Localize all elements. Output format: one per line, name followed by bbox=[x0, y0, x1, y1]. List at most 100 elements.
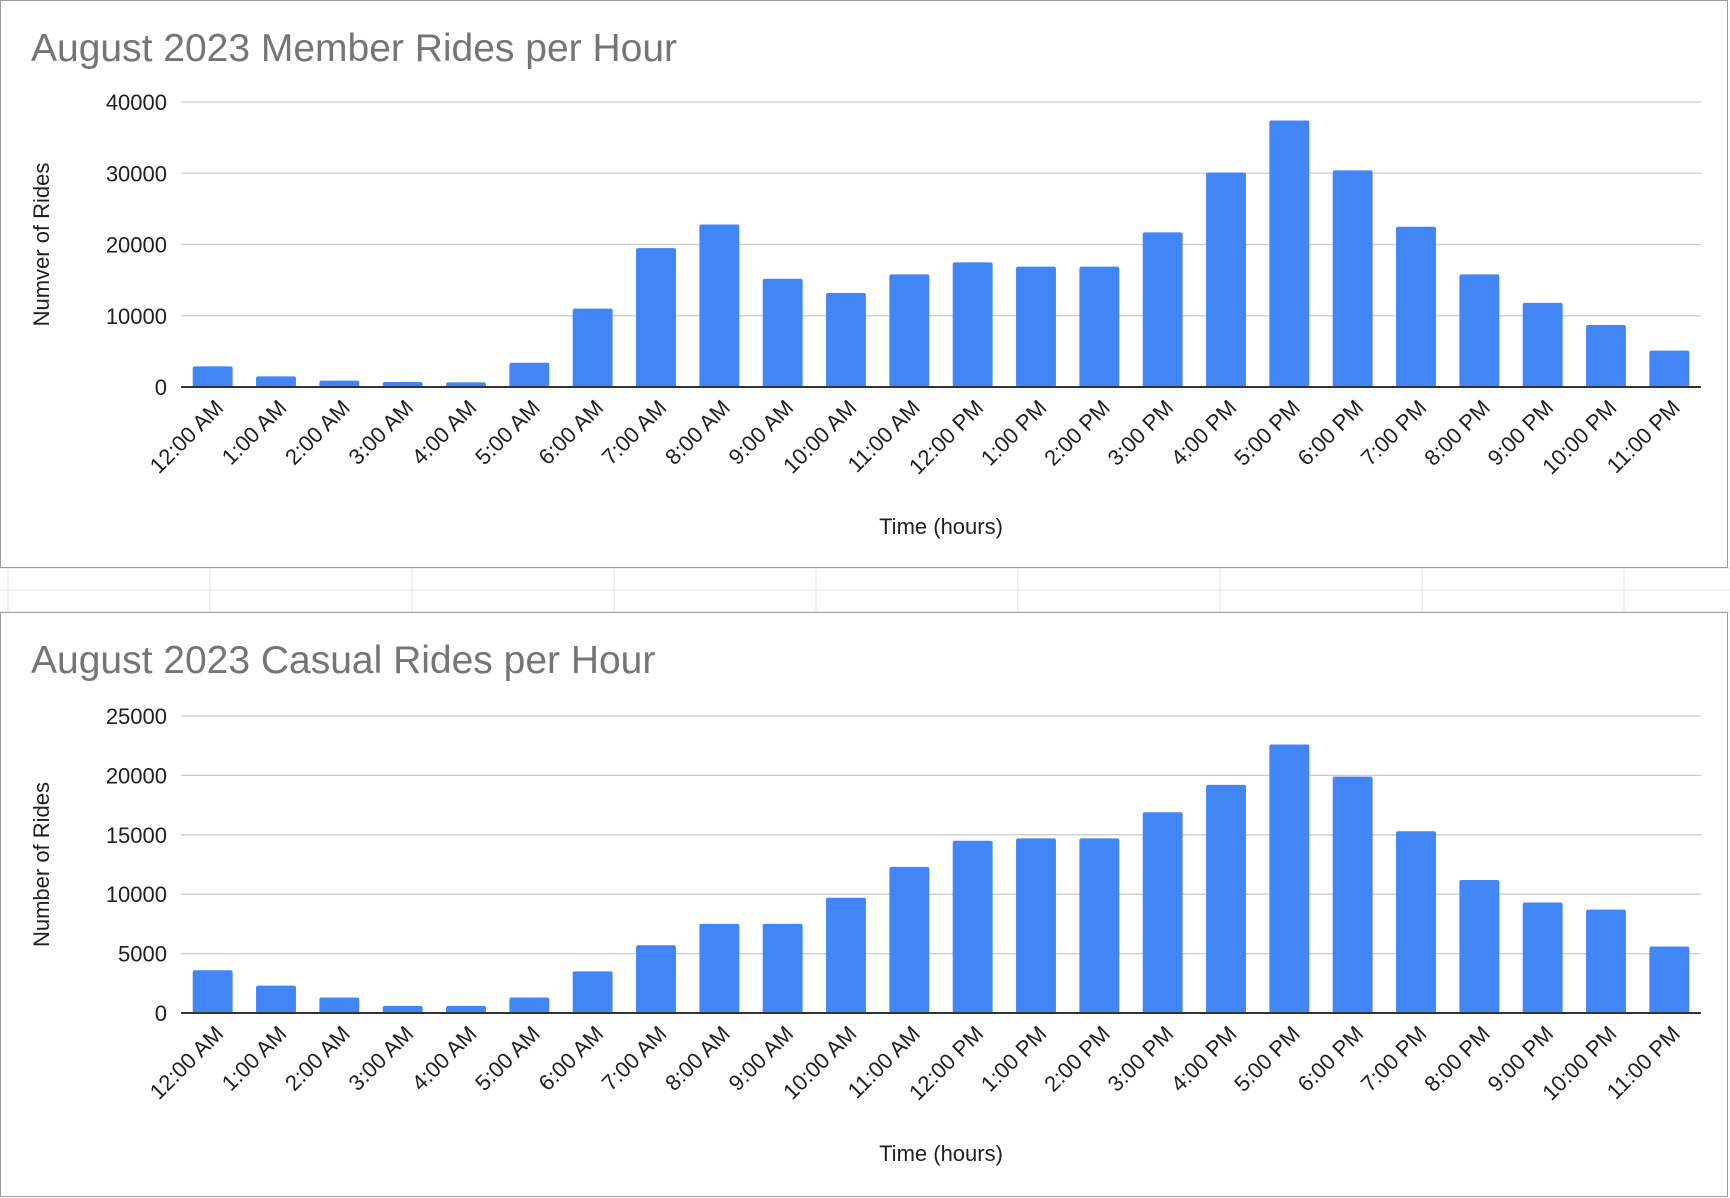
x-tick-label: 3:00 PM bbox=[1103, 1021, 1179, 1097]
bar[interactable] bbox=[1016, 266, 1056, 387]
bar[interactable] bbox=[1079, 838, 1120, 1013]
bar[interactable] bbox=[382, 382, 423, 387]
y-tick-label: 40000 bbox=[106, 90, 167, 115]
y-tick-label: 25000 bbox=[106, 704, 167, 729]
bar[interactable] bbox=[319, 997, 360, 1013]
x-tick-label: 12:00 AM bbox=[145, 1021, 228, 1104]
member-rides-chart[interactable]: August 2023 Member Rides per Hour 0 10000… bbox=[0, 0, 1728, 568]
x-tick-label: 2:00 AM bbox=[280, 395, 355, 470]
bar[interactable] bbox=[1206, 784, 1246, 1013]
x-axis-title: Time (hours) bbox=[879, 1141, 1003, 1166]
y-tick-label: 20000 bbox=[106, 763, 167, 788]
bar[interactable] bbox=[1459, 274, 1500, 387]
x-tick-label: 4:00 AM bbox=[407, 395, 482, 470]
bar[interactable] bbox=[762, 923, 803, 1013]
chart-title: August 2023 Member Rides per Hour bbox=[31, 27, 677, 70]
x-tick-label: 2:00 PM bbox=[1039, 1021, 1115, 1097]
bar[interactable] bbox=[1269, 120, 1310, 388]
x-tick-label: 3:00 AM bbox=[343, 1021, 418, 1096]
x-axis-title: Time (hours) bbox=[879, 514, 1003, 539]
bar[interactable] bbox=[1332, 776, 1373, 1013]
y-tick-label: 30000 bbox=[106, 161, 167, 186]
y-tick-label: 0 bbox=[155, 1001, 167, 1026]
x-tick-label: 3:00 PM bbox=[1103, 395, 1179, 471]
bar[interactable] bbox=[1649, 946, 1690, 1013]
bar[interactable] bbox=[319, 380, 360, 387]
bar[interactable] bbox=[192, 970, 233, 1013]
bar[interactable] bbox=[699, 923, 740, 1013]
x-tick-label: 4:00 AM bbox=[407, 1021, 482, 1096]
x-tick-label: 4:00 PM bbox=[1166, 395, 1242, 471]
chart-title: August 2023 Casual Rides per Hour bbox=[31, 639, 656, 682]
x-tick-label: 3:00 AM bbox=[343, 395, 418, 470]
bar[interactable] bbox=[256, 376, 296, 387]
bar[interactable] bbox=[636, 248, 676, 387]
bar[interactable] bbox=[1079, 266, 1120, 387]
x-tick-label: 6:00 PM bbox=[1293, 395, 1369, 471]
member-chart-plot: 0 10000 20000 30000 40000 12:00 AM1:00 AM2:00… bbox=[29, 90, 1701, 539]
bar[interactable] bbox=[572, 971, 613, 1013]
y-tick-label: 10000 bbox=[106, 882, 167, 907]
x-tick-label: 5:00 PM bbox=[1229, 1021, 1305, 1097]
bar[interactable] bbox=[256, 985, 296, 1013]
x-tick-label: 4:00 PM bbox=[1166, 1021, 1242, 1097]
bar[interactable] bbox=[699, 224, 740, 387]
y-axis-title: Numver of Rides bbox=[29, 163, 54, 327]
bar[interactable] bbox=[1522, 302, 1563, 387]
bar[interactable] bbox=[889, 866, 930, 1013]
x-tick-label: 7:00 PM bbox=[1356, 395, 1432, 471]
bar[interactable] bbox=[952, 262, 993, 387]
y-tick-label: 0 bbox=[155, 375, 167, 400]
bar[interactable] bbox=[192, 366, 233, 387]
bar[interactable] bbox=[1396, 831, 1436, 1013]
bar[interactable] bbox=[1649, 350, 1690, 387]
y-tick-label: 10000 bbox=[106, 304, 167, 329]
x-tick-label: 7:00 AM bbox=[597, 395, 672, 470]
x-tick-label: 2:00 AM bbox=[280, 1021, 355, 1096]
bar[interactable] bbox=[1269, 744, 1310, 1013]
y-tick-label: 5000 bbox=[118, 942, 167, 967]
bar[interactable] bbox=[889, 274, 930, 387]
casual-chart-plot: 0 5000 10000 15000 20000 25000 12:00 AM1:00 AM… bbox=[29, 704, 1701, 1166]
x-tick-label: 8:00 AM bbox=[660, 395, 735, 470]
bar[interactable] bbox=[572, 308, 613, 387]
x-tick-label: 1:00 AM bbox=[217, 1021, 292, 1096]
x-tick-label: 5:00 PM bbox=[1229, 395, 1305, 471]
bar[interactable] bbox=[636, 945, 676, 1013]
bar[interactable] bbox=[382, 1005, 423, 1013]
x-tick-label: 5:00 AM bbox=[470, 395, 545, 470]
bar[interactable] bbox=[762, 278, 803, 387]
bar[interactable] bbox=[952, 840, 993, 1013]
x-tick-label: 12:00 AM bbox=[145, 395, 228, 478]
bar[interactable] bbox=[1459, 879, 1500, 1013]
bar[interactable] bbox=[1206, 172, 1246, 387]
casual-rides-chart[interactable]: August 2023 Casual Rides per Hour 0 5000 1… bbox=[0, 612, 1728, 1197]
bar[interactable] bbox=[446, 382, 486, 387]
x-tick-label: 6:00 AM bbox=[533, 1021, 608, 1096]
y-tick-label: 20000 bbox=[106, 233, 167, 258]
x-tick-label: 5:00 AM bbox=[470, 1021, 545, 1096]
x-tick-label: 1:00 PM bbox=[976, 395, 1052, 471]
bar[interactable] bbox=[1586, 909, 1626, 1013]
x-tick-label: 7:00 AM bbox=[597, 1021, 672, 1096]
bar[interactable] bbox=[1142, 232, 1183, 387]
x-tick-label: 6:00 AM bbox=[533, 395, 608, 470]
bar[interactable] bbox=[509, 997, 550, 1013]
bar[interactable] bbox=[1142, 812, 1183, 1013]
bar[interactable] bbox=[1396, 226, 1436, 387]
bar[interactable] bbox=[509, 362, 550, 387]
x-tick-label: 1:00 PM bbox=[976, 1021, 1052, 1097]
x-tick-label: 8:00 AM bbox=[660, 1021, 735, 1096]
bar[interactable] bbox=[446, 1005, 486, 1013]
x-tick-label: 6:00 PM bbox=[1293, 1021, 1369, 1097]
bar[interactable] bbox=[1332, 170, 1373, 387]
bar[interactable] bbox=[826, 897, 866, 1013]
x-tick-label: 8:00 PM bbox=[1419, 1021, 1495, 1097]
y-axis-title: Number of Rides bbox=[29, 782, 54, 947]
x-tick-label: 1:00 AM bbox=[217, 395, 292, 470]
bar[interactable] bbox=[1586, 325, 1626, 387]
bar[interactable] bbox=[1522, 902, 1563, 1013]
x-tick-label: 7:00 PM bbox=[1356, 1021, 1432, 1097]
bar[interactable] bbox=[1016, 838, 1056, 1013]
bar[interactable] bbox=[826, 292, 866, 387]
